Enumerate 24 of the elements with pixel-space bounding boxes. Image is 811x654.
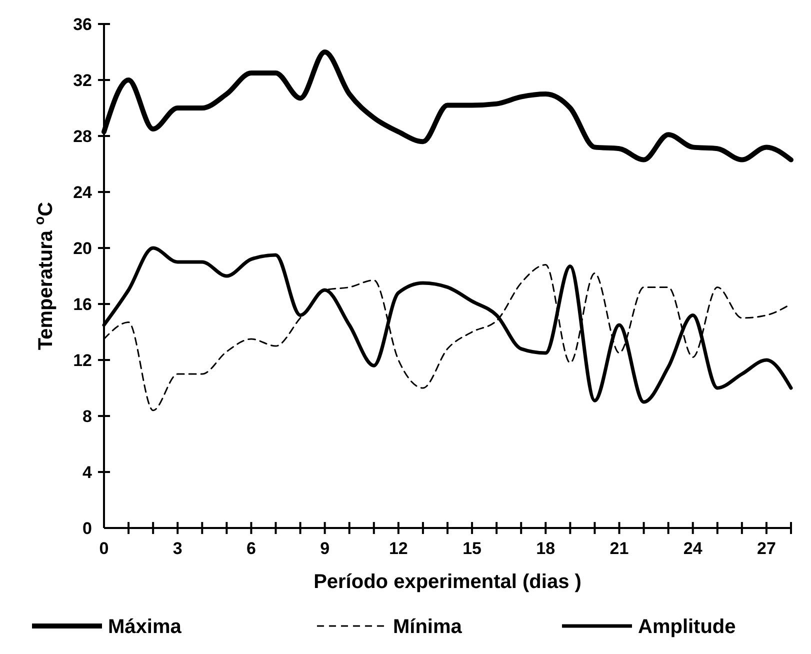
x-tick-label: 24: [683, 539, 703, 558]
legend-label: Máxima: [108, 616, 182, 638]
x-tick-label: 27: [757, 539, 776, 558]
x-tick-label: 0: [99, 539, 109, 558]
x-tick-label: 18: [536, 539, 556, 558]
y-tick-label: 0: [82, 518, 92, 538]
y-tick-label: 4: [82, 462, 93, 482]
y-tick-label: 28: [73, 126, 92, 146]
y-tick-label: 16: [73, 294, 92, 314]
y-tick-label: 20: [73, 238, 92, 258]
x-tick-label: 9: [320, 539, 330, 558]
x-tick-label: 3: [172, 539, 182, 558]
y-tick-label: 8: [82, 406, 92, 426]
x-tick-label: 15: [462, 539, 482, 558]
x-tick-label: 6: [246, 539, 256, 558]
y-tick-label: 32: [73, 70, 92, 90]
x-tick-label: 12: [388, 539, 408, 558]
x-tick-label: 21: [610, 539, 629, 558]
y-tick-label: 24: [73, 182, 93, 202]
x-axis-title: Período experimental (dias ): [314, 571, 582, 593]
legend-label: Amplitude: [638, 616, 736, 638]
y-tick-label: 12: [73, 350, 92, 370]
legend-label: Mínima: [393, 616, 463, 638]
y-tick-label: 36: [73, 14, 92, 34]
